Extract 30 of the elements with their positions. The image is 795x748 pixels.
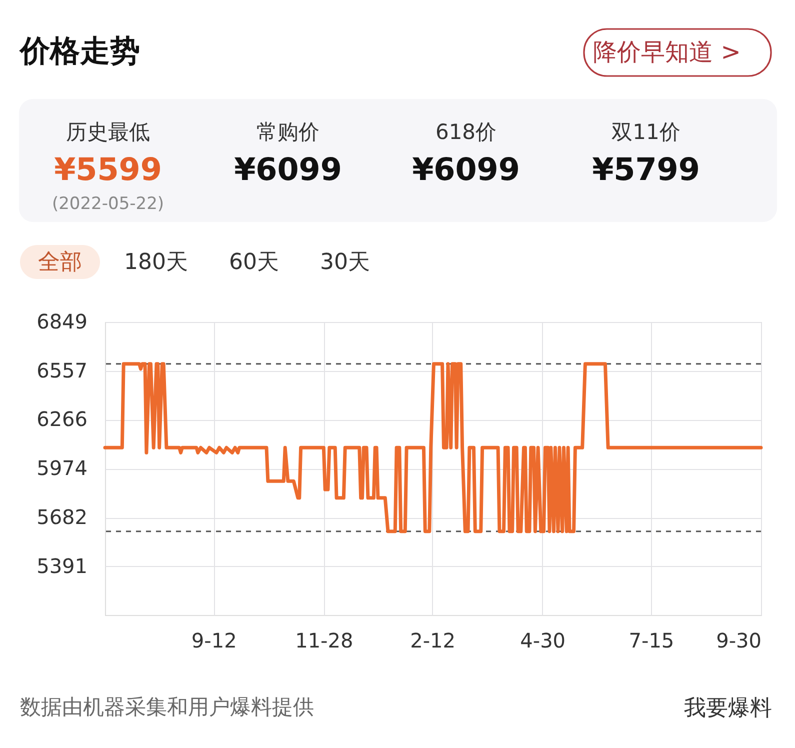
text: 历史最低 [66,120,150,144]
y-tick-label: 5974 [36,456,88,480]
text: 180天 [124,250,188,275]
y-tick-label: 5391 [36,554,88,578]
y-tick-label: 6849 [36,310,88,334]
x-tick-label: 2-12 [410,628,456,652]
text: 60天 [229,250,279,275]
y-tick-label: 6557 [36,358,88,382]
text: 618价 [435,120,497,144]
x-tick-label: 9-30 [716,628,762,652]
y-tick-label: 5682 [36,505,88,529]
text: 双11价 [612,120,680,144]
text: ¥6099 [412,152,520,188]
line-series [103,362,763,534]
x-tick-label: 11-28 [295,628,354,652]
text: ¥5799 [592,152,700,188]
text: ¥5599 [54,152,162,188]
text: 数据由机器采集和用户爆料提供 [20,695,314,719]
text: 全部 [38,250,82,275]
y-tick-label: 6266 [36,407,88,432]
x-tick-label: 4-30 [520,628,566,652]
text: 常购价 [256,120,320,144]
text: 降价早知道 > [593,38,741,66]
text: 30天 [320,250,370,275]
chart-title: 价格走势 [18,34,140,69]
x-tick-label: 7-15 [628,628,674,652]
text: 我要爆料 [684,696,772,721]
x-tick-label: 9-12 [191,628,237,652]
text: (2022-05-22) [52,194,164,214]
text: ¥6099 [234,152,342,188]
